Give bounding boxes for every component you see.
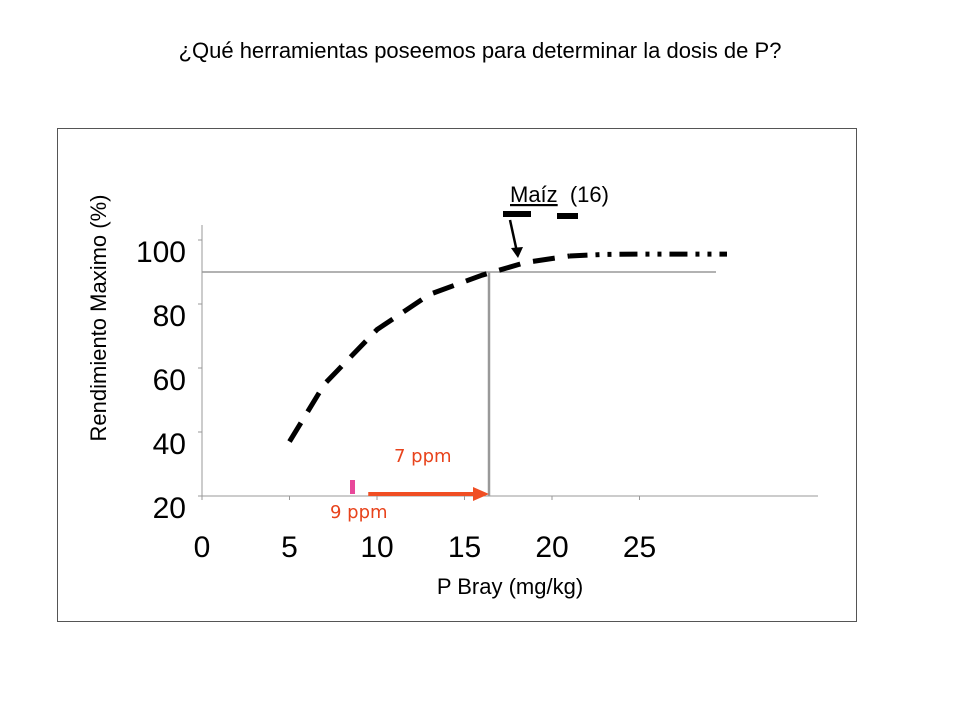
y-tick-label: 40 [153, 428, 186, 461]
y-tick-label: 80 [153, 300, 186, 333]
y-tick-label: 20 [153, 492, 186, 525]
y-tick-label: 60 [153, 364, 186, 397]
crop-label: Maíz (16) [510, 182, 609, 207]
crop-label-name: Maíz [510, 182, 558, 207]
x-axis-label: P Bray (mg/kg) [437, 574, 583, 599]
reference-lines [202, 271, 716, 496]
y-axis-label: Rendimiento Maximo (%) [86, 195, 111, 442]
crop-label-number: (16) [570, 182, 609, 207]
crop-label-pointer [508, 219, 519, 253]
annotation-layer [350, 211, 578, 501]
y-tick-label: 100 [136, 236, 186, 269]
x-tick-label: 10 [360, 531, 393, 564]
chart-frame [57, 128, 857, 622]
label-7-ppm: 7 ppm [394, 446, 452, 467]
x-tick-label: 0 [194, 531, 211, 564]
axes: 20 40 60 80 100 0 5 10 15 20 25 [136, 225, 818, 564]
x-tick-label: 15 [448, 531, 481, 564]
label-9-ppm: 9 ppm [330, 502, 388, 523]
page-title: ¿Qué herramientas poseemos para determin… [178, 38, 782, 63]
x-tick-label: 5 [281, 531, 298, 564]
x-tick-label: 20 [535, 531, 568, 564]
series-line-1 [569, 251, 727, 259]
x-tick-label: 25 [623, 531, 656, 564]
crop-label-pointer-head [511, 247, 523, 258]
dose-arrow-head [473, 487, 489, 501]
series-line-0 [287, 253, 570, 443]
series-layer [287, 251, 727, 443]
